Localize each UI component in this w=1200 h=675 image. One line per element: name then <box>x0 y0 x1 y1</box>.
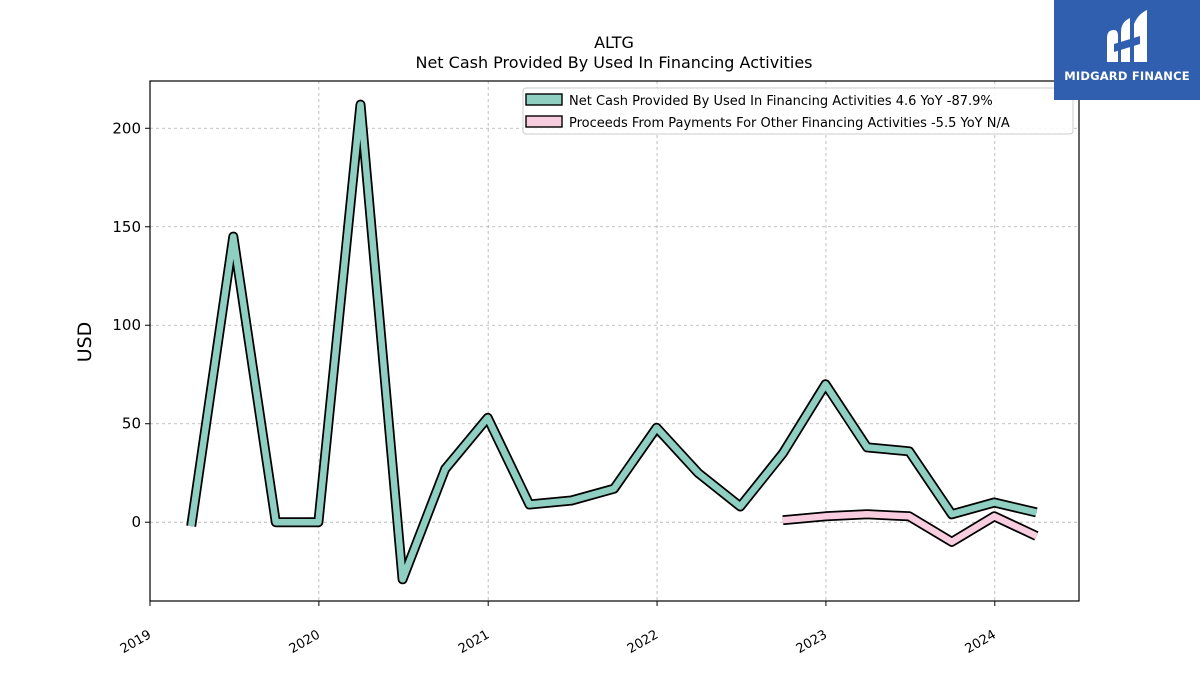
legend-box <box>522 87 1074 135</box>
data-point <box>528 504 530 505</box>
y-ticks: 0 50 100 150 200 <box>112 119 150 531</box>
data-point <box>739 506 741 507</box>
data-point <box>825 383 826 385</box>
legend-swatch-net-cash <box>525 93 563 106</box>
data-point <box>908 515 910 517</box>
data-point <box>487 417 489 419</box>
y-tick-label: 200 <box>112 119 141 137</box>
data-point <box>190 525 192 527</box>
legend: Net Cash Provided By Used In Financing A… <box>522 87 1074 135</box>
data-point <box>444 468 446 470</box>
x-tick-label: 2021 <box>456 627 492 657</box>
legend-label-other-financing: Proceeds From Payments For Other Financi… <box>569 116 1010 131</box>
legend-swatch-other-financing <box>525 115 563 128</box>
data-point <box>232 236 234 238</box>
data-point <box>866 513 868 515</box>
data-point <box>782 519 784 521</box>
chart-title: ALTG <box>594 33 634 52</box>
chart-subtitle: Net Cash Provided By Used In Financing A… <box>415 53 812 72</box>
logo-mark-icon <box>1107 10 1147 62</box>
x-tick-label: 2022 <box>625 627 661 657</box>
data-point <box>782 452 784 454</box>
data-point <box>656 427 658 429</box>
x-tick-label: 2023 <box>794 627 830 657</box>
data-point <box>613 488 615 490</box>
data-point <box>360 104 361 106</box>
x-tick-label: 2019 <box>118 627 154 657</box>
y-axis-label: USD <box>74 322 96 363</box>
y-tick-label: 0 <box>131 513 141 531</box>
data-point <box>951 513 953 515</box>
plot-frame <box>149 80 1080 602</box>
x-ticks: 2019 2020 2021 2022 2023 2024 <box>118 601 999 657</box>
y-tick-label: 100 <box>112 316 141 334</box>
data-point <box>571 500 572 501</box>
series-line <box>782 511 1038 546</box>
data-point <box>275 521 277 523</box>
data-point <box>317 521 319 523</box>
data-point <box>1035 535 1037 537</box>
data-point <box>993 515 995 517</box>
data-point <box>697 472 699 474</box>
data-point <box>908 450 910 452</box>
x-tick-label: 2020 <box>287 627 323 657</box>
brand-name: MIDGARD FINANCE <box>1064 69 1190 83</box>
data-point <box>825 515 826 517</box>
legend-label-net-cash: Net Cash Provided By Used In Financing A… <box>569 94 993 109</box>
series-layer <box>186 99 1039 585</box>
data-point <box>866 446 868 448</box>
data-point <box>993 502 995 503</box>
series-line <box>187 101 1038 583</box>
brand-logo: MIDGARD FINANCE <box>1054 0 1200 100</box>
y-tick-label: 50 <box>122 415 141 433</box>
data-point <box>951 541 953 543</box>
series-0 <box>186 99 1038 585</box>
series-1 <box>782 509 1039 547</box>
x-tick-label: 2024 <box>963 627 999 657</box>
data-point <box>402 578 404 580</box>
data-point <box>1035 511 1037 513</box>
y-tick-label: 150 <box>112 218 141 236</box>
